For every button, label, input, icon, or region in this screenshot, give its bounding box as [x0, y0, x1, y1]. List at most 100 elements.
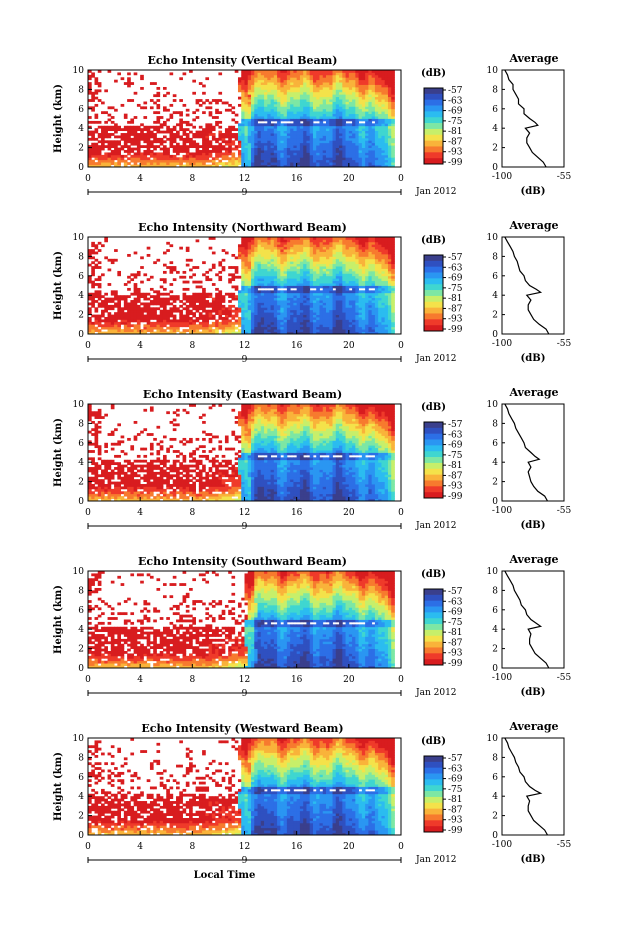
heatmap-cell: [267, 96, 271, 100]
heatmap-cell: [381, 94, 386, 98]
heatmap-cell: [247, 237, 252, 240]
heatmap-cell: [293, 123, 298, 127]
heatmap-cell: [387, 157, 392, 161]
heatmap-cell: [286, 72, 291, 76]
heatmap-cell: [335, 135, 340, 139]
heatmap-cell: [264, 309, 268, 313]
heatmap-cell: [312, 128, 317, 132]
heatmap-cell: [387, 91, 392, 95]
heatmap-cell: [205, 292, 210, 296]
heatmap-cell: [133, 147, 138, 151]
heatmap-cell: [345, 256, 350, 260]
heatmap-cell: [329, 319, 333, 323]
heatmap-cell: [247, 285, 252, 289]
heatmap-cell: [322, 317, 327, 320]
heatmap-cell: [143, 145, 148, 148]
heatmap-cell: [348, 116, 353, 119]
heatmap-cell: [299, 314, 304, 318]
heatmap-cell: [322, 329, 327, 332]
heatmap-cell: [159, 154, 164, 158]
heatmap-cell: [312, 74, 317, 78]
heatmap-cell: [352, 74, 356, 78]
heatmap-cell: [290, 118, 294, 122]
heatmap-cell: [179, 118, 183, 122]
heatmap-cell: [104, 317, 108, 320]
heatmap-cell: [329, 79, 333, 83]
heatmap-cell: [332, 135, 337, 139]
heatmap-cell: [280, 162, 285, 165]
heatmap-cell: [339, 140, 343, 144]
heatmap-cell: [371, 152, 376, 156]
heatmap-cell: [319, 91, 324, 95]
heatmap-cell: [241, 162, 245, 165]
heatmap-cell: [342, 307, 346, 311]
heatmap-cell: [247, 70, 252, 73]
heatmap-cell: [117, 326, 121, 330]
heatmap-cell: [312, 251, 317, 255]
heatmap-cell: [316, 309, 320, 313]
heatmap-cell: [244, 82, 249, 85]
heatmap-cell: [143, 307, 148, 311]
heatmap-cell: [133, 137, 138, 141]
heatmap-cell: [123, 116, 128, 119]
heatmap-cell: [303, 304, 307, 308]
heatmap-cell: [299, 113, 304, 117]
heatmap-cell: [339, 244, 343, 248]
heatmap-cell: [277, 295, 281, 299]
heatmap-cell: [97, 329, 102, 332]
heatmap-cell: [296, 297, 301, 301]
heatmap-cell: [94, 145, 99, 148]
heatmap-cell: [267, 256, 271, 260]
heatmap-cell: [185, 113, 190, 117]
heatmap-cell: [270, 251, 275, 255]
heatmap-cell: [303, 150, 307, 153]
heatmap-cell: [254, 246, 258, 250]
heatmap-cell: [169, 321, 174, 325]
heatmap-cell: [309, 331, 314, 335]
heatmap-cell: [166, 326, 170, 330]
heatmap-cell: [306, 326, 311, 330]
heatmap-cell: [352, 331, 356, 335]
heatmap-cell: [352, 120, 356, 124]
heatmap-cell: [176, 309, 180, 313]
heatmap-cell: [335, 297, 340, 301]
heatmap-cell: [286, 321, 291, 325]
heatmap-cell: [133, 297, 138, 301]
heatmap-cell: [94, 266, 99, 269]
heatmap-cell: [387, 140, 392, 144]
heatmap-cell: [316, 125, 320, 129]
heatmap-cell: [202, 287, 206, 291]
heatmap-cell: [247, 270, 252, 274]
heatmap-cell: [296, 164, 301, 168]
heatmap-cell: [332, 295, 337, 299]
heatmap-cell: [339, 108, 343, 112]
heatmap-cell: [97, 84, 102, 88]
heatmap-cell: [348, 77, 353, 81]
heatmap-cell: [156, 94, 161, 98]
heatmap-cell: [319, 270, 324, 274]
heatmap-cell: [123, 159, 128, 163]
heatmap-cell: [251, 84, 255, 88]
heatmap-cell: [335, 309, 340, 313]
heatmap-cell: [339, 239, 343, 243]
heatmap-cell: [241, 239, 245, 243]
heatmap-cell: [221, 331, 226, 335]
heatmap-cell: [296, 309, 301, 313]
heatmap-cell: [247, 133, 252, 136]
heatmap-cell: [339, 89, 343, 93]
heatmap-cell: [94, 82, 99, 85]
heatmap-cell: [104, 120, 108, 124]
heatmap-cell: [368, 72, 373, 76]
heatmap-cell: [251, 140, 255, 144]
heatmap-cell: [306, 133, 311, 136]
heatmap-cell: [244, 159, 249, 163]
heatmap-cell: [309, 326, 314, 330]
heatmap-cell: [329, 314, 333, 318]
heatmap-cell: [326, 297, 330, 301]
colorbar-swatch: [424, 99, 443, 106]
heatmap-cell: [234, 70, 239, 73]
heatmap-cell: [234, 287, 239, 291]
x-tick-label: 20: [343, 174, 355, 184]
heatmap-cell: [332, 152, 337, 156]
heatmap-cell: [133, 273, 138, 277]
